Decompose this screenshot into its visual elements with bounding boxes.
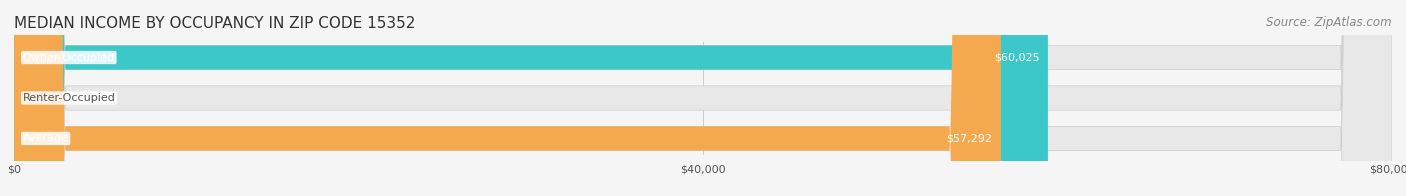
Text: Average: Average bbox=[22, 133, 69, 143]
FancyBboxPatch shape bbox=[14, 0, 1047, 196]
Text: $57,292: $57,292 bbox=[946, 133, 993, 143]
FancyBboxPatch shape bbox=[14, 0, 1392, 196]
Text: Source: ZipAtlas.com: Source: ZipAtlas.com bbox=[1267, 16, 1392, 29]
Text: $0: $0 bbox=[31, 93, 45, 103]
FancyBboxPatch shape bbox=[14, 0, 1392, 196]
Text: MEDIAN INCOME BY OCCUPANCY IN ZIP CODE 15352: MEDIAN INCOME BY OCCUPANCY IN ZIP CODE 1… bbox=[14, 16, 415, 31]
FancyBboxPatch shape bbox=[14, 0, 1001, 196]
FancyBboxPatch shape bbox=[14, 0, 1392, 196]
Text: $60,025: $60,025 bbox=[994, 53, 1039, 63]
Text: Renter-Occupied: Renter-Occupied bbox=[22, 93, 115, 103]
Text: Owner-Occupied: Owner-Occupied bbox=[22, 53, 115, 63]
